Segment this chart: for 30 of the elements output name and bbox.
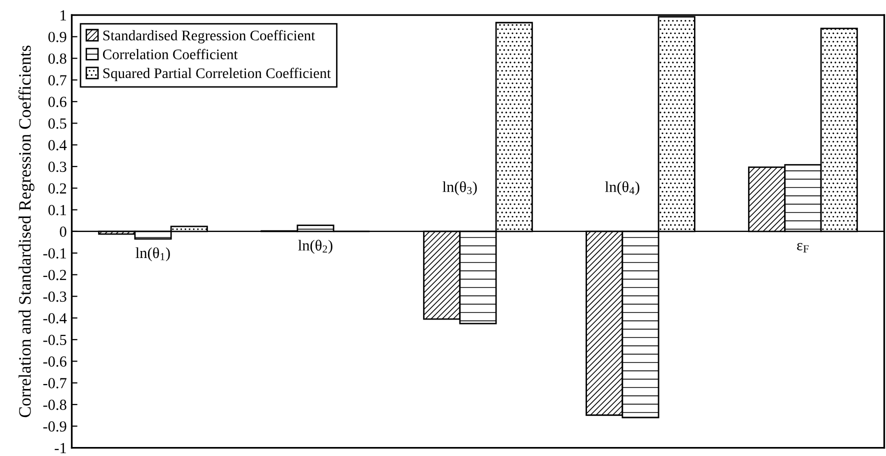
legend-label: Squared Partial Correletion Coefficient: [103, 68, 331, 82]
y-tick-label: -0.8: [43, 400, 66, 410]
y-tick-label: 0.6: [48, 96, 66, 108]
x-tick-label: ln(θ$_{4}$): [605, 181, 640, 196]
x-tick-label: ε$_{F}$: [797, 243, 809, 252]
y-tick-label: -0.6: [43, 356, 66, 367]
y-tick-label: -0.3: [43, 291, 66, 302]
y-tick-label: -0.9: [43, 421, 66, 432]
y-tick-label: 0.5: [48, 118, 66, 129]
x-tick-label: ln(θ$_{2}$): [298, 240, 332, 254]
y-tick-label: 0.9: [48, 32, 66, 42]
y-tick-label: -0.2: [43, 270, 66, 280]
y-tick-label: 0.1: [48, 204, 66, 216]
y-tick-label: -1: [54, 443, 66, 454]
y-tick-label: -0.7: [43, 378, 66, 388]
y-tick-label: 0: [60, 226, 66, 237]
y-tick-label: -0.1: [43, 248, 66, 259]
x-tick-label: ln(θ$_{1}$): [136, 247, 170, 262]
y-tick-label: 0.7: [48, 75, 66, 86]
y-tick-label: -0.5: [43, 334, 66, 346]
y-axis-title: Correlation and Standardised Regression Coefficients: [18, 46, 34, 418]
y-tick-label: 1: [60, 10, 66, 20]
y-tick-label: 0.4: [48, 140, 67, 150]
legend-label: Correlation Coefficient: [102, 48, 238, 60]
x-tick-label: ln(θ$_{3}$): [442, 181, 477, 196]
y-tick-label: -0.4: [43, 313, 67, 324]
y-tick-label: 0.2: [48, 183, 66, 194]
y-tick-label: 0.8: [48, 53, 66, 64]
legend-label: Standardised Regression Coefficient: [103, 30, 316, 44]
y-tick-label: 0.3: [48, 162, 66, 172]
